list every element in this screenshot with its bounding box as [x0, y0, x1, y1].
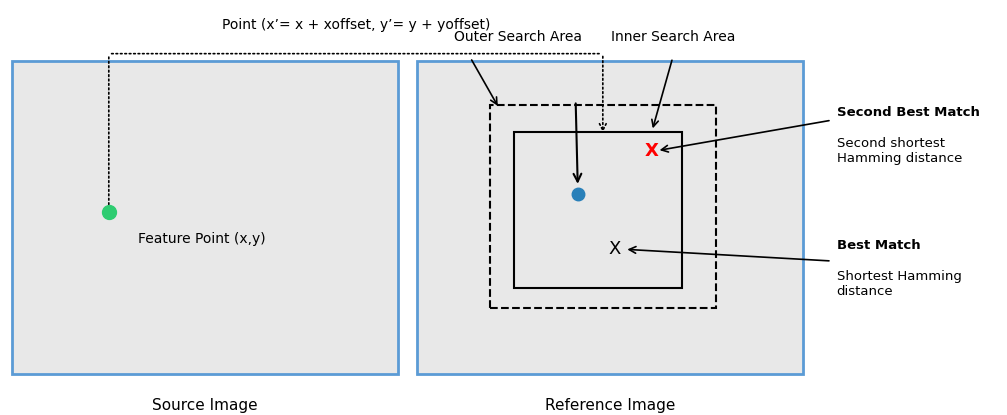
Text: Reference Image: Reference Image [545, 398, 676, 413]
FancyBboxPatch shape [417, 61, 803, 374]
Text: Second Best Match: Second Best Match [837, 106, 980, 119]
FancyBboxPatch shape [12, 61, 398, 374]
Text: Inner Search Area: Inner Search Area [610, 30, 735, 44]
Text: X: X [645, 142, 659, 160]
Text: Second shortest
Hamming distance: Second shortest Hamming distance [837, 137, 962, 166]
Text: Outer Search Area: Outer Search Area [454, 30, 582, 44]
Text: Feature Point (x,y): Feature Point (x,y) [138, 232, 266, 246]
Text: Source Image: Source Image [152, 398, 258, 413]
Text: Shortest Hamming
distance: Shortest Hamming distance [837, 271, 962, 298]
Text: X: X [608, 240, 621, 258]
Text: Point (x’= x + xoffset, y’= y + yoffset): Point (x’= x + xoffset, y’= y + yoffset) [222, 18, 490, 32]
Text: Best Match: Best Match [837, 239, 920, 252]
